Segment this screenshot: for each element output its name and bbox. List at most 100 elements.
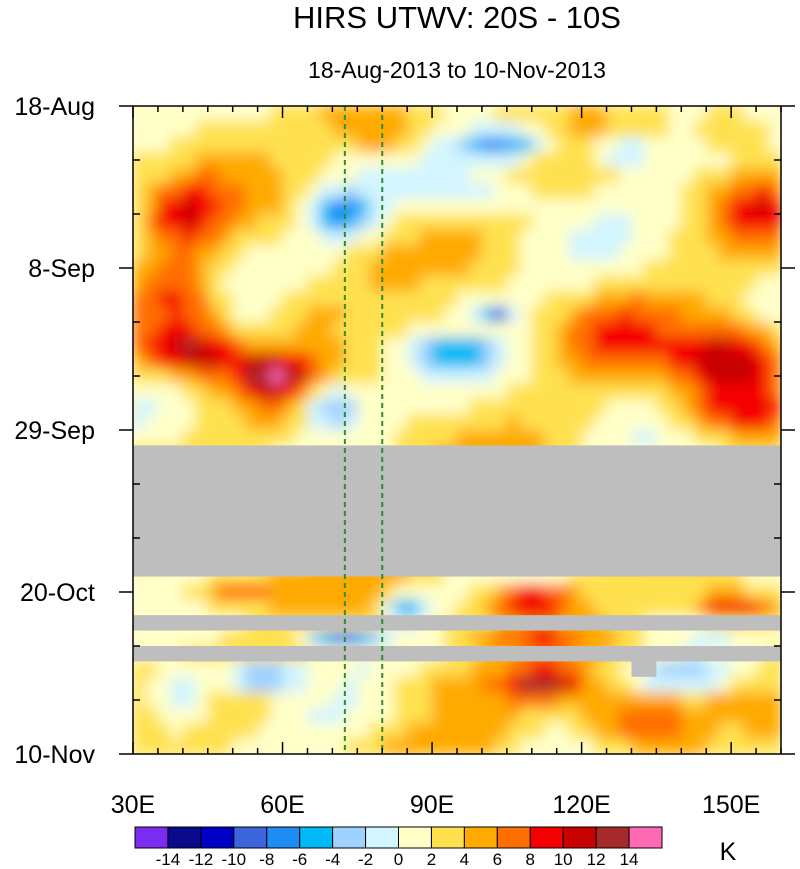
heatmap-cell bbox=[718, 229, 732, 246]
missing-data-band bbox=[133, 615, 781, 631]
heatmap-cell bbox=[731, 152, 745, 169]
heatmap-cell bbox=[220, 584, 234, 601]
heatmap-cell bbox=[207, 692, 221, 709]
heatmap-cell bbox=[357, 167, 371, 184]
heatmap-cell bbox=[668, 198, 682, 215]
heatmap-cell bbox=[257, 584, 271, 601]
heatmap-cell bbox=[506, 167, 520, 184]
heatmap-cell bbox=[531, 430, 545, 447]
heatmap-cell bbox=[469, 676, 483, 693]
heatmap-cell bbox=[569, 692, 583, 709]
heatmap-cell bbox=[731, 430, 745, 447]
heatmap-cell bbox=[419, 399, 433, 416]
heatmap-cell bbox=[444, 260, 458, 277]
heatmap-cell bbox=[718, 738, 732, 754]
missing-data-band bbox=[133, 445, 781, 577]
heatmap-cell bbox=[606, 738, 620, 754]
heatmap-cell bbox=[133, 723, 147, 740]
heatmap-cell bbox=[681, 383, 695, 400]
heatmap-cell bbox=[594, 430, 608, 447]
heatmap-cell bbox=[245, 244, 259, 261]
heatmap-cell bbox=[145, 244, 159, 261]
heatmap-cell bbox=[506, 584, 520, 601]
heatmap-cell bbox=[257, 399, 271, 416]
heatmap-cell bbox=[531, 291, 545, 308]
heatmap-cell bbox=[357, 430, 371, 447]
heatmap-cell bbox=[157, 707, 171, 724]
heatmap-cell bbox=[631, 152, 645, 169]
heatmap-cell bbox=[481, 260, 495, 277]
heatmap-cell bbox=[270, 738, 284, 754]
colorbar-box bbox=[167, 826, 202, 849]
heatmap-cell bbox=[419, 214, 433, 231]
heatmap-cell bbox=[220, 599, 234, 616]
heatmap-cell bbox=[257, 183, 271, 200]
heatmap-cell bbox=[743, 121, 757, 138]
heatmap-cell bbox=[656, 183, 670, 200]
heatmap-cell bbox=[232, 676, 246, 693]
heatmap-cell bbox=[332, 368, 346, 385]
heatmap-cell bbox=[681, 198, 695, 215]
heatmap-cell bbox=[681, 676, 695, 693]
heatmap-cell bbox=[369, 275, 383, 292]
heatmap-cell bbox=[656, 291, 670, 308]
heatmap-cell bbox=[656, 676, 670, 693]
heatmap-cell bbox=[307, 399, 321, 416]
heatmap-cell bbox=[469, 368, 483, 385]
heatmap-cell bbox=[394, 661, 408, 678]
heatmap-cell bbox=[344, 106, 358, 123]
heatmap-cell bbox=[145, 337, 159, 354]
heatmap-cell bbox=[157, 630, 171, 647]
heatmap-cell bbox=[556, 214, 570, 231]
heatmap-cell bbox=[444, 275, 458, 292]
heatmap-cell bbox=[332, 430, 346, 447]
heatmap-cell bbox=[643, 692, 657, 709]
heatmap-cell bbox=[706, 167, 720, 184]
heatmap-cell bbox=[743, 244, 757, 261]
heatmap-cell bbox=[382, 291, 396, 308]
heatmap-cell bbox=[332, 692, 346, 709]
heatmap-cell bbox=[182, 368, 196, 385]
heatmap-cell bbox=[282, 584, 296, 601]
heatmap-cell bbox=[232, 723, 246, 740]
heatmap-cell bbox=[768, 322, 781, 339]
heatmap-cell bbox=[594, 167, 608, 184]
heatmap-cell bbox=[394, 244, 408, 261]
heatmap-cell bbox=[357, 676, 371, 693]
heatmap-cell bbox=[519, 337, 533, 354]
heatmap-cell bbox=[469, 322, 483, 339]
heatmap-cell bbox=[344, 707, 358, 724]
heatmap-cell bbox=[182, 214, 196, 231]
heatmap-cell bbox=[195, 244, 209, 261]
heatmap-cell bbox=[295, 275, 309, 292]
heatmap-cell bbox=[569, 661, 583, 678]
heatmap-cell bbox=[282, 414, 296, 431]
heatmap-cell bbox=[469, 291, 483, 308]
heatmap-cell bbox=[643, 260, 657, 277]
heatmap-cell bbox=[643, 352, 657, 369]
heatmap-cell bbox=[282, 229, 296, 246]
heatmap-cell bbox=[382, 383, 396, 400]
heatmap-cell bbox=[743, 291, 757, 308]
heatmap-cell bbox=[569, 368, 583, 385]
heatmap-cell bbox=[432, 214, 446, 231]
heatmap-cell bbox=[444, 306, 458, 323]
heatmap-cell bbox=[157, 291, 171, 308]
heatmap-cell bbox=[606, 183, 620, 200]
heatmap-cell bbox=[394, 630, 408, 647]
heatmap-cell bbox=[195, 630, 209, 647]
heatmap-cell bbox=[295, 229, 309, 246]
heatmap-cell bbox=[643, 275, 657, 292]
heatmap-cell bbox=[718, 352, 732, 369]
heatmap-cell bbox=[133, 183, 147, 200]
heatmap-cell bbox=[594, 692, 608, 709]
heatmap-cell bbox=[270, 599, 284, 616]
heatmap-cell bbox=[569, 183, 583, 200]
heatmap-cell bbox=[494, 152, 508, 169]
heatmap-cell bbox=[270, 198, 284, 215]
heatmap-cell bbox=[382, 152, 396, 169]
heatmap-cell bbox=[544, 291, 558, 308]
heatmap-cell bbox=[307, 723, 321, 740]
heatmap-cell bbox=[643, 136, 657, 153]
